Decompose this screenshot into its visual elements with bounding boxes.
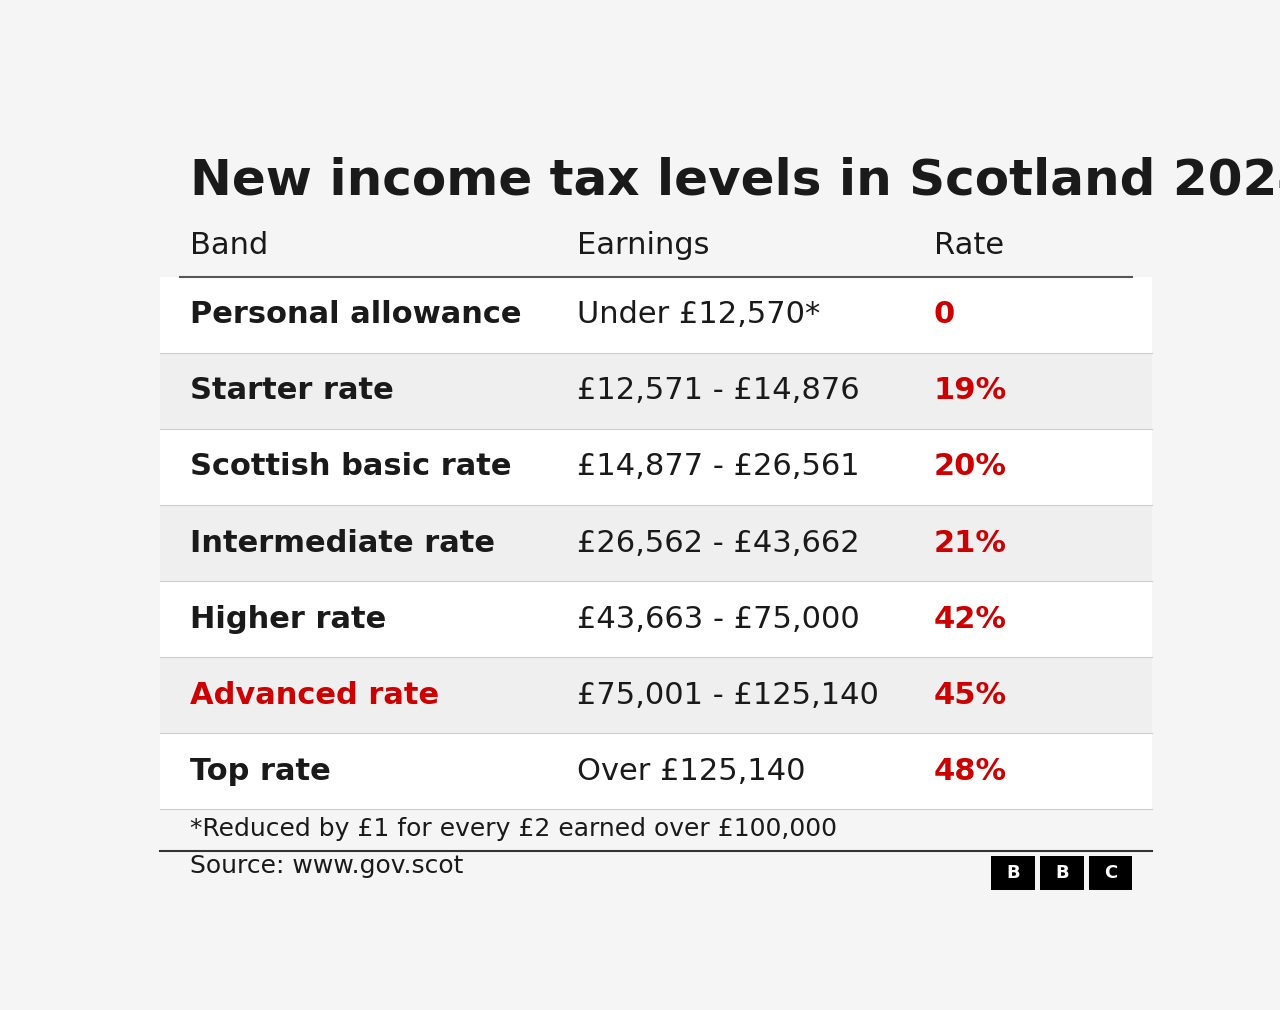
Text: Personal allowance: Personal allowance — [189, 300, 521, 329]
Bar — [1039, 856, 1084, 891]
Text: Earnings: Earnings — [576, 231, 709, 261]
Text: 45%: 45% — [934, 681, 1007, 710]
Bar — [160, 581, 1152, 658]
Bar — [991, 856, 1036, 891]
Bar — [160, 505, 1152, 581]
Text: 21%: 21% — [934, 528, 1007, 558]
Bar — [160, 733, 1152, 809]
Text: Higher rate: Higher rate — [189, 605, 387, 633]
Text: Source: www.gov.scot: Source: www.gov.scot — [189, 854, 463, 879]
Bar — [1088, 856, 1133, 891]
Text: B: B — [1006, 865, 1020, 883]
Text: 19%: 19% — [934, 377, 1007, 405]
Text: Over £125,140: Over £125,140 — [576, 756, 805, 786]
Bar — [160, 352, 1152, 429]
Text: £43,663 - £75,000: £43,663 - £75,000 — [576, 605, 859, 633]
Text: 0: 0 — [934, 300, 955, 329]
Text: Intermediate rate: Intermediate rate — [189, 528, 495, 558]
Text: £12,571 - £14,876: £12,571 - £14,876 — [576, 377, 859, 405]
Text: New income tax levels in Scotland 2024-25: New income tax levels in Scotland 2024-2… — [189, 157, 1280, 204]
Text: Top rate: Top rate — [189, 756, 330, 786]
Text: £75,001 - £125,140: £75,001 - £125,140 — [576, 681, 878, 710]
Text: *Reduced by £1 for every £2 earned over £100,000: *Reduced by £1 for every £2 earned over … — [189, 817, 837, 841]
Text: Under £12,570*: Under £12,570* — [576, 300, 820, 329]
Bar — [160, 277, 1152, 352]
Text: Advanced rate: Advanced rate — [189, 681, 439, 710]
Text: £26,562 - £43,662: £26,562 - £43,662 — [576, 528, 859, 558]
Text: C: C — [1103, 865, 1117, 883]
Bar — [160, 658, 1152, 733]
Text: £14,877 - £26,561: £14,877 - £26,561 — [576, 452, 859, 482]
Text: Band: Band — [189, 231, 268, 261]
Text: Rate: Rate — [934, 231, 1004, 261]
Text: 48%: 48% — [934, 756, 1007, 786]
Text: 42%: 42% — [934, 605, 1007, 633]
Text: B: B — [1055, 865, 1069, 883]
Text: 20%: 20% — [934, 452, 1007, 482]
Bar — [160, 429, 1152, 505]
Text: Starter rate: Starter rate — [189, 377, 393, 405]
Text: Scottish basic rate: Scottish basic rate — [189, 452, 511, 482]
